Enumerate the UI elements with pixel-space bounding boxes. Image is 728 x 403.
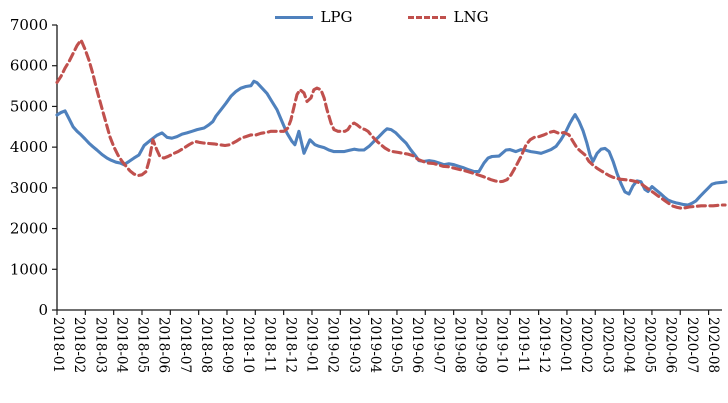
- x-tick-label: 2018-03: [92, 317, 108, 373]
- y-tick-label: 2000: [10, 220, 48, 238]
- x-tick-label: 2019-12: [536, 317, 552, 373]
- x-tick-label: 2019-05: [388, 317, 404, 373]
- x-tick-label: 2018-02: [71, 317, 87, 373]
- x-tick-label: 2019-07: [430, 317, 446, 373]
- y-tick-label: 4000: [10, 138, 48, 156]
- x-tick-label: 2019-03: [346, 317, 362, 373]
- x-tick-label: 2018-07: [177, 317, 193, 373]
- x-tick-label: 2019-06: [409, 317, 425, 373]
- x-tick-label: 2018-05: [135, 317, 151, 373]
- x-tick-label: 2018-01: [50, 317, 66, 373]
- x-tick-label: 2019-09: [473, 317, 489, 373]
- x-tick-label: 2019-04: [367, 317, 383, 373]
- x-tick-label: 2019-01: [304, 317, 320, 373]
- x-tick-label: 2018-04: [113, 317, 129, 373]
- y-tick-label: 3000: [10, 179, 48, 197]
- series-line-lpg: [55, 79, 728, 207]
- y-tick-label: 7000: [10, 16, 48, 34]
- x-tick-label: 2020-05: [642, 317, 658, 373]
- x-tick-label: 2020-07: [684, 317, 700, 373]
- chart-legend: LPG LNG: [36, 8, 728, 26]
- x-tick-label: 2020-01: [557, 317, 573, 373]
- y-tick-label: 6000: [10, 57, 48, 75]
- lng-line-swatch-icon: [408, 15, 447, 19]
- y-tick-label: 1000: [10, 260, 48, 278]
- x-tick-label: 2018-09: [219, 317, 235, 373]
- x-tick-label: 2018-08: [198, 317, 214, 373]
- series-line-lng: [55, 38, 727, 210]
- x-tick-label: 2019-02: [325, 317, 341, 373]
- x-tick-label: 2020-04: [620, 317, 636, 373]
- x-tick-label: 2018-10: [240, 317, 256, 373]
- legend-item-lpg: LPG: [275, 8, 352, 26]
- x-tick-label: 2019-08: [451, 317, 467, 373]
- lpg-line-swatch-icon: [275, 15, 314, 19]
- axes: [56, 25, 722, 311]
- x-tick-label: 2018-12: [282, 317, 298, 373]
- y-tick-label: 5000: [10, 97, 48, 115]
- legend-label-lpg: LPG: [320, 8, 353, 26]
- x-tick-label: 2018-11: [261, 317, 277, 373]
- x-tick-label: 2018-06: [156, 317, 172, 373]
- x-tick-label: 2020-02: [578, 317, 594, 373]
- x-tick-label: 2020-03: [599, 317, 615, 373]
- x-tick-label: 2020-06: [663, 317, 679, 373]
- x-tick-label: 2019-11: [515, 317, 531, 373]
- x-tick-label: 2019-10: [494, 317, 510, 373]
- legend-item-lng: LNG: [408, 8, 489, 26]
- x-tick-label: 2020-08: [705, 317, 721, 373]
- y-tick-label: 0: [38, 301, 48, 319]
- legend-label-lng: LNG: [453, 8, 489, 26]
